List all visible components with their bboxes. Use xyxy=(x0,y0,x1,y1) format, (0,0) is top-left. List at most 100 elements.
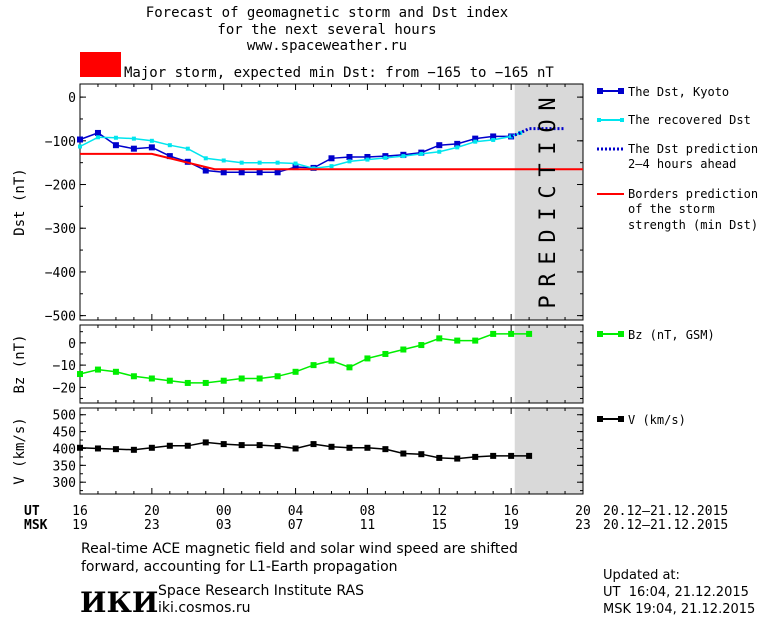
data-point-bz xyxy=(400,346,407,353)
bz-panel-frame xyxy=(79,324,584,404)
msk-tick-label: 23 xyxy=(144,518,160,533)
data-point-v xyxy=(94,445,101,452)
legend-borders-label: of the storm xyxy=(628,202,715,216)
storm-level-swatch xyxy=(80,52,121,77)
series-line-bz xyxy=(79,333,530,384)
data-point-dst xyxy=(436,142,443,149)
data-point-dst xyxy=(95,135,100,140)
data-point-v xyxy=(472,453,479,460)
data-point-bz xyxy=(256,375,263,382)
msk-axis-label: MSK xyxy=(24,518,48,533)
data-point-bz xyxy=(112,368,119,375)
ut-tick-label: 00 xyxy=(216,504,232,519)
storm-banner-text: Major storm, expected min Dst: from −165… xyxy=(124,65,554,81)
ut-tick-label: 08 xyxy=(360,504,376,519)
data-point-v xyxy=(166,442,173,449)
prediction-band-letter: P xyxy=(536,295,561,308)
data-point-v xyxy=(130,446,137,453)
data-point-bz xyxy=(526,330,533,337)
data-point-bz xyxy=(436,335,443,342)
legend-borders-label: strength (min Dst) xyxy=(628,218,758,232)
updated-ut: UT 16:04, 21.12.2015 xyxy=(603,585,749,600)
data-point-v xyxy=(418,451,425,458)
data-point-dst xyxy=(238,169,245,176)
dst-y-tick-label: 0 xyxy=(68,91,76,106)
data-point-dst xyxy=(401,154,406,159)
legend-recovered-marker xyxy=(620,118,624,122)
ut-date-range: 20.12–21.12.2015 xyxy=(603,504,728,519)
data-point-v xyxy=(328,443,335,450)
msk-tick-label: 15 xyxy=(431,518,447,533)
institute-name: Space Research Institute RAS xyxy=(158,583,364,599)
data-point-bz xyxy=(364,355,371,362)
legend-v-marker xyxy=(618,416,624,422)
data-point-v xyxy=(346,444,353,451)
data-point-bz xyxy=(130,373,137,380)
data-point-v xyxy=(364,444,371,451)
prediction-band xyxy=(514,325,583,403)
data-point-dst xyxy=(328,155,335,162)
chart-title-url: www.spaceweather.ru xyxy=(247,38,407,54)
data-point-v xyxy=(148,444,155,451)
chart-title-line-1: Forecast of geomagnetic storm and Dst in… xyxy=(146,5,508,21)
data-point-dst xyxy=(185,146,190,151)
data-point-dst xyxy=(130,145,137,152)
data-point-bz xyxy=(274,373,281,380)
data-point-v xyxy=(274,443,281,450)
data-point-dst xyxy=(94,129,101,136)
msk-date-range: 20.12–21.12.2015 xyxy=(603,518,728,533)
data-point-v xyxy=(292,445,299,452)
bz-y-tick-label: −10 xyxy=(53,359,76,374)
data-point-dst xyxy=(257,160,262,165)
data-point-dst xyxy=(275,160,280,165)
data-point-dst xyxy=(329,164,334,169)
data-point-v xyxy=(490,452,497,459)
v-y-tick-label: 350 xyxy=(53,459,76,474)
data-point-v xyxy=(112,446,119,453)
legend-prediction-label: The Dst prediction xyxy=(628,142,758,156)
data-point-dst xyxy=(364,153,371,160)
data-point-bz xyxy=(220,377,227,384)
data-point-dst xyxy=(113,135,118,140)
msk-tick-label: 03 xyxy=(216,518,232,533)
data-point-bz xyxy=(472,337,479,344)
data-point-bz xyxy=(292,368,299,375)
data-point-bz xyxy=(94,366,101,373)
ut-tick-label: 04 xyxy=(288,504,304,519)
data-point-dst xyxy=(490,133,497,140)
data-point-dst xyxy=(166,153,173,160)
data-point-dst xyxy=(292,164,299,171)
data-point-bz xyxy=(184,379,191,386)
data-point-v xyxy=(184,442,191,449)
series-line-dst xyxy=(79,132,521,170)
data-point-dst xyxy=(419,151,424,156)
legend-recovered-marker xyxy=(597,118,601,122)
data-point-dst xyxy=(202,167,209,174)
prediction-band xyxy=(514,84,583,320)
series-line-dst xyxy=(80,152,583,171)
prediction-band-letter: T xyxy=(536,163,561,176)
footer-note: Real-time ACE magnetic field and solar w… xyxy=(81,540,518,576)
data-point-bz xyxy=(238,375,245,382)
data-point-v xyxy=(436,454,443,461)
data-point-dst xyxy=(131,136,136,141)
ut-tick-label: 20 xyxy=(575,504,591,519)
data-point-v xyxy=(77,444,83,451)
data-point-v xyxy=(400,450,407,457)
data-point-v xyxy=(508,452,515,459)
data-point-dst xyxy=(365,157,370,162)
legend: The Dst, Kyoto The recovered Dst The Dst… xyxy=(597,85,758,427)
data-point-dst xyxy=(347,159,352,164)
chart-title-line-2: for the next several hours xyxy=(217,22,436,38)
updated-msk: MSK 19:04, 21.12.2015 xyxy=(603,602,756,617)
prediction-band-letter: N xyxy=(536,97,561,110)
data-point-bz xyxy=(77,371,83,378)
legend-kyoto-marker xyxy=(618,88,624,94)
bz-y-axis-label: Bz (nT) xyxy=(12,334,28,393)
prediction-band-letter: I xyxy=(536,141,561,154)
dst-y-tick-label: −400 xyxy=(45,266,76,281)
iki-logo: ИКИ xyxy=(80,586,158,619)
v-y-tick-label: 400 xyxy=(53,442,76,457)
data-point-bz xyxy=(166,377,173,384)
data-point-bz xyxy=(454,337,461,344)
